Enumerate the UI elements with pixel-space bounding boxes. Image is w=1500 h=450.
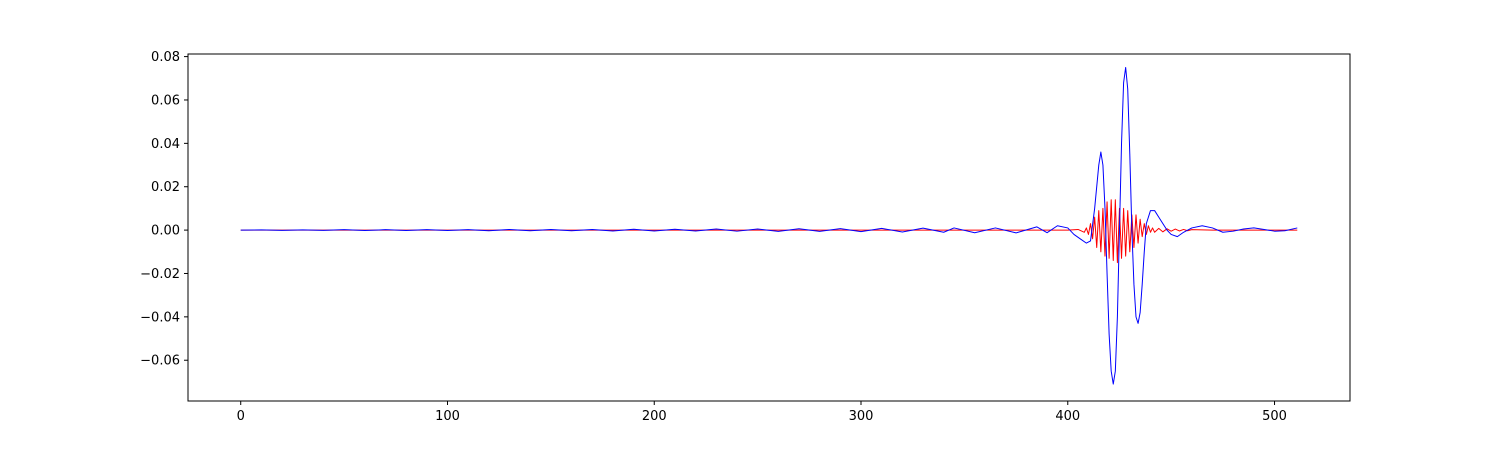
series-line-1 [240, 199, 1298, 264]
y-axis: −0.06 −0.04 −0.02 0.00 0.02 0.04 0.06 0.08 [140, 50, 188, 369]
series-line-2 [240, 66, 1298, 385]
plot-frame [187, 53, 1351, 402]
x-tick-label: 300 [849, 409, 874, 424]
y-tick-label: −0.04 [140, 310, 180, 325]
series-layer [240, 66, 1298, 385]
y-tick-label: 0.00 [151, 224, 180, 239]
y-tick-label: 0.04 [151, 137, 180, 152]
x-tick-label: 400 [1055, 409, 1080, 424]
y-tick-label: −0.02 [140, 267, 180, 282]
y-tick-label: 0.06 [151, 93, 180, 108]
y-tick-label: 0.08 [151, 50, 180, 65]
x-tick-label: 0 [237, 409, 245, 424]
y-tick-label: −0.06 [140, 354, 180, 369]
x-tick-label: 100 [435, 409, 460, 424]
x-tick-label: 500 [1262, 409, 1287, 424]
x-axis: 0 100 200 300 400 500 [237, 401, 1287, 424]
y-tick-label: 0.02 [151, 180, 180, 195]
x-tick-label: 200 [642, 409, 667, 424]
